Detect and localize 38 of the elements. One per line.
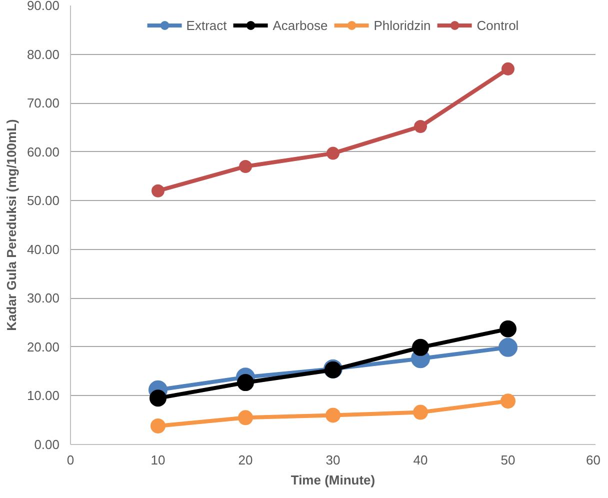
point — [413, 404, 428, 420]
point — [326, 408, 340, 423]
point — [502, 62, 514, 76]
x-tick-label: 20 — [238, 452, 253, 468]
legend-label: Control — [476, 18, 519, 32]
y-tick-label: 20.00 — [26, 339, 60, 354]
y-tick-label: 40.00 — [26, 242, 60, 257]
y-tick-label: 30.00 — [26, 290, 60, 306]
point — [414, 120, 427, 133]
point — [238, 410, 253, 426]
y-tick-label: 70.00 — [26, 96, 60, 111]
x-tick-label: 40 — [413, 452, 428, 468]
y-tick-label: 60.00 — [26, 144, 60, 160]
x-tick-label: 30 — [326, 452, 340, 468]
y-tick-label: 10.00 — [26, 388, 60, 404]
y-tick-label: 0.00 — [34, 437, 60, 452]
y-tick-label: 90.00 — [26, 0, 60, 13]
x-tick-label: 60 — [586, 452, 601, 468]
point — [326, 146, 340, 160]
y-tick-label: 80.00 — [26, 46, 60, 62]
y-tick-label: 50.00 — [26, 193, 60, 208]
x-tick-label: 0 — [66, 452, 74, 468]
y-axis-title: Kadar Gula Pereduksi (mg/100mL) — [4, 119, 19, 331]
legend-label: Phloridzin — [374, 18, 431, 32]
point — [152, 184, 164, 198]
point — [237, 374, 254, 392]
legend-label: Acarbose — [272, 18, 328, 32]
point — [500, 320, 516, 338]
point — [412, 338, 429, 356]
point — [500, 394, 516, 409]
legend-label: Extract — [186, 18, 227, 32]
point — [239, 160, 252, 173]
x-tick-label: 50 — [500, 452, 516, 468]
point — [150, 390, 166, 407]
point — [498, 338, 518, 357]
x-tick-label: 10 — [150, 452, 166, 468]
point — [150, 418, 166, 434]
x-axis-title: Time (Minute) — [290, 472, 376, 488]
